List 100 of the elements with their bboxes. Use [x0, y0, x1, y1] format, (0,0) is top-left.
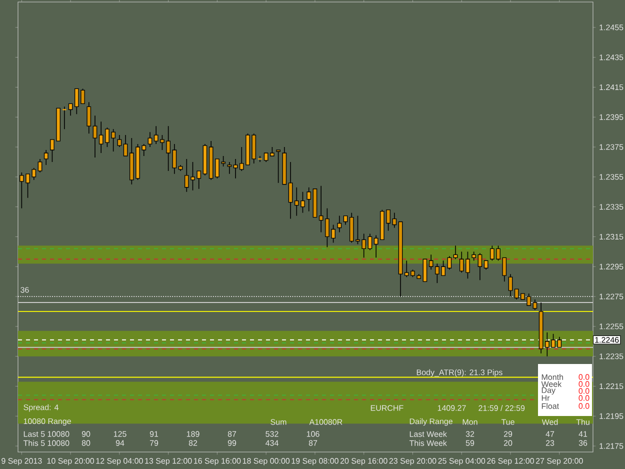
y-tick-label: 1.2455 — [600, 24, 624, 30]
text: Thu — [576, 419, 590, 425]
x-tick-label: 20 Sep 16:00 — [340, 458, 388, 466]
x-tick-label: 16 Sep 16:00 — [194, 458, 241, 466]
y-tick-label: 1.2235 — [600, 353, 624, 360]
annotation: 20 — [504, 440, 512, 446]
y-tick-label: 1.2335 — [600, 204, 624, 210]
x-tick-label: 19 Sep 08:00 — [292, 458, 338, 466]
annotation: 79 — [150, 440, 158, 446]
annotation: Day — [542, 387, 556, 395]
text: 41 — [578, 431, 588, 437]
y-tick-label: 1.2435 — [600, 54, 624, 60]
candlestick — [422, 258, 428, 282]
y-tick-label: 1.2375 — [600, 144, 624, 150]
annotation: 10080 Range — [24, 418, 71, 426]
candlestick — [478, 252, 482, 280]
annotation: Last Week — [410, 431, 447, 437]
annotation: Daily Range — [410, 418, 452, 426]
annotation: 23 — [546, 440, 554, 446]
x-tick-label: 13 Sep 12:00 — [145, 458, 192, 466]
annotation: 80 — [82, 440, 90, 446]
y-tick-label: 1.2215 — [600, 383, 624, 390]
x-tick-label: 10 Sep 20:00 — [47, 458, 94, 466]
y-tick-label: 1.2175 — [600, 443, 624, 449]
candlestick — [44, 150, 48, 166]
candlestick — [508, 274, 513, 297]
candlestick — [92, 115, 98, 158]
candlestick — [148, 132, 152, 148]
x-tick-label: 27 Sep 20:00 — [536, 458, 583, 466]
candlestick — [374, 234, 378, 258]
annotation: Week — [541, 381, 562, 387]
candlestick — [68, 103, 73, 116]
y-tick-label: 1.2315 — [600, 234, 624, 240]
annotation: EURCHF — [370, 405, 404, 411]
annotation: Mon — [462, 419, 478, 425]
annotation: A10080R — [309, 419, 342, 425]
ref-line-label: 1.2246 — [595, 337, 619, 343]
annotation: 87 — [308, 440, 318, 446]
annotation: Sum — [270, 419, 286, 425]
text: 0.0 — [578, 395, 590, 401]
text: 0.0 — [578, 381, 590, 387]
y-tick-label: 1.2195 — [600, 413, 624, 419]
candlestick — [532, 299, 538, 310]
annotation: 99 — [228, 440, 236, 446]
y-tick-label: 1.2295 — [600, 264, 624, 270]
y-tick-label: 1.2355 — [600, 174, 624, 180]
x-tick-label: 12 Sep 04:00 — [96, 458, 143, 466]
y-tick-label: 1.2395 — [600, 114, 624, 120]
candlestick — [276, 150, 280, 184]
annotation: 21:59 / 22:59 — [478, 405, 525, 411]
candlestick — [86, 102, 92, 134]
text: 0.0 — [578, 374, 590, 380]
annotation: This 5 10080 — [23, 440, 70, 446]
annotation: Wed — [542, 419, 558, 425]
annotation: 82 — [188, 440, 198, 446]
annotation: Last 5 10080 — [24, 431, 70, 437]
y-tick-label: 1.2275 — [600, 294, 624, 300]
annotation: 189 — [186, 431, 200, 437]
candlestick — [368, 233, 372, 251]
candlestick — [117, 134, 122, 148]
annotation: 87 — [228, 431, 236, 437]
text: 0.0 — [578, 388, 590, 394]
candlestick — [337, 215, 342, 233]
x-tick-label: 23 Sep 20:00 — [389, 458, 436, 466]
annotation: 29 — [504, 431, 512, 437]
annotation: Tue — [501, 419, 514, 425]
y-tick-label: 1.2255 — [600, 324, 624, 330]
annotation: 106 — [306, 431, 320, 437]
x-tick-label: 25 Sep 04:00 — [438, 458, 486, 466]
text: 36 — [578, 440, 588, 446]
annotation: Month — [542, 374, 563, 380]
annotation: Float — [542, 403, 560, 409]
annotation: 434 — [266, 440, 278, 446]
candlestick — [428, 254, 434, 270]
candlestick — [227, 162, 232, 174]
annotation: This Week — [409, 440, 447, 446]
candlestick — [123, 134, 128, 156]
annotation: 36 — [20, 287, 29, 293]
candlestick — [288, 162, 293, 220]
annotation: 91 — [150, 431, 158, 437]
annotation: 1409.27 — [438, 405, 466, 411]
annotation: 532 — [266, 431, 278, 437]
annotation: Body_ATR(9): 21.3 Pips — [416, 369, 502, 377]
x-tick-label: 18 Sep 00:00 — [242, 458, 290, 466]
candlestick — [306, 186, 312, 212]
text: 0.0 — [578, 403, 590, 409]
annotation: Hr — [542, 395, 550, 401]
annotation: 90 — [82, 431, 90, 437]
annotation: 94 — [116, 440, 124, 446]
y-tick-label: 1.2415 — [600, 84, 624, 90]
candlestick — [172, 144, 177, 174]
annotation: 47 — [546, 431, 554, 437]
x-tick-label: 26 Sep 12:00 — [487, 458, 534, 466]
annotation: 32 — [466, 431, 474, 437]
annotation: 59 — [466, 440, 474, 446]
candlestick — [318, 185, 324, 233]
annotation: 125 — [114, 431, 126, 437]
candlestick — [453, 245, 458, 260]
x-tick-label: 9 Sep 2013 — [2, 458, 42, 466]
candlestick — [38, 158, 42, 173]
